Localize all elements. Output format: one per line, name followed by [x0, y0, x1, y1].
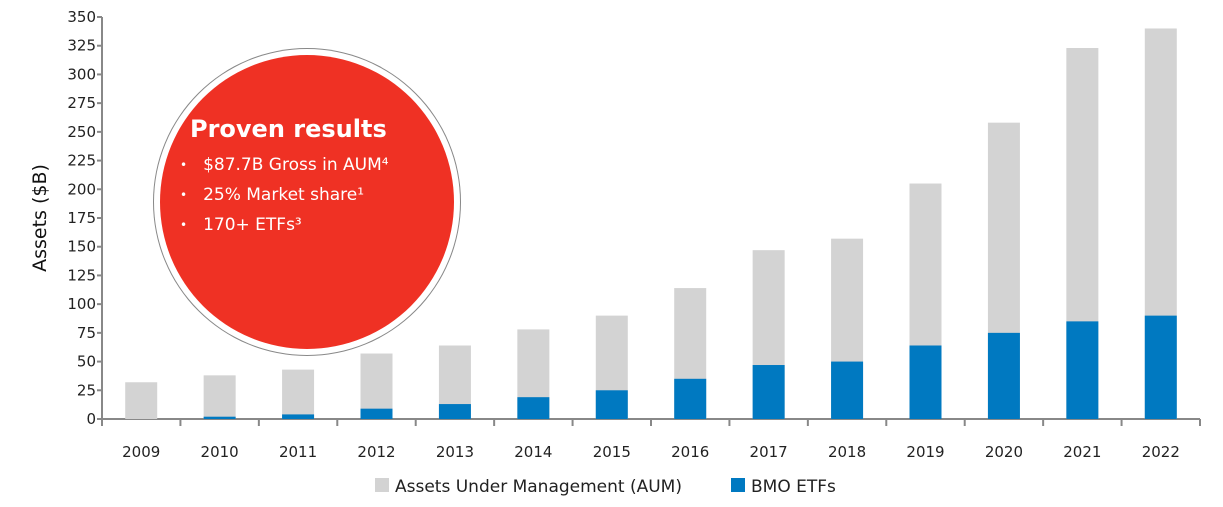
bar-aum [282, 369, 315, 419]
x-tick-label: 2010 [201, 443, 239, 461]
y-axis-label: Assets ($B) [29, 164, 51, 272]
x-tick-label: 2015 [593, 443, 631, 461]
y-tick-label: 200 [67, 180, 96, 198]
x-tick-label: 2014 [514, 443, 552, 461]
x-tick-label: 2018 [828, 443, 866, 461]
bar-bmo-etfs [438, 404, 471, 419]
bar-bmo-etfs [517, 397, 550, 419]
proven-results-callout: Proven results $87.7B Gross in AUM⁴ 25% … [160, 55, 454, 349]
bar-bmo-etfs [1144, 315, 1177, 419]
y-tick-label: 100 [67, 295, 96, 313]
y-tick-label: 350 [67, 8, 96, 26]
x-tick-label: 2020 [985, 443, 1023, 461]
x-tick-label: 2021 [1063, 443, 1101, 461]
bar-bmo-etfs [360, 408, 393, 419]
y-tick-label: 150 [67, 238, 96, 256]
y-tick-label: 325 [67, 37, 96, 55]
x-tick-label: 2017 [750, 443, 788, 461]
bar-aum [125, 382, 158, 419]
y-tick-label: 225 [67, 152, 96, 170]
callout-item: 25% Market share¹ [180, 185, 389, 205]
bar-aum [203, 375, 236, 419]
callout-item: $87.7B Gross in AUM⁴ [180, 155, 389, 175]
x-tick-label: 2009 [122, 443, 160, 461]
y-tick-label: 75 [77, 324, 96, 342]
bar-bmo-etfs [282, 414, 315, 419]
y-tick-label: 50 [77, 353, 96, 371]
bar-bmo-etfs [203, 416, 236, 419]
x-tick-label: 2022 [1142, 443, 1180, 461]
legend-swatch [731, 478, 745, 492]
bar-bmo-etfs [595, 390, 628, 419]
y-tick-label: 175 [67, 209, 96, 227]
legend-swatch [375, 478, 389, 492]
bar-bmo-etfs [831, 361, 864, 419]
callout-item: 170+ ETFs³ [180, 215, 389, 235]
bar-bmo-etfs [987, 332, 1020, 419]
x-tick-label: 2019 [906, 443, 944, 461]
y-tick-label: 25 [77, 381, 96, 399]
bar-bmo-etfs [1066, 321, 1099, 419]
bar-bmo-etfs [909, 345, 942, 419]
bar-aum [360, 353, 393, 419]
y-tick-label: 0 [86, 410, 96, 428]
callout-title: Proven results [190, 115, 387, 143]
y-tick-label: 250 [67, 123, 96, 141]
y-tick-label: 275 [67, 94, 96, 112]
x-tick-label: 2012 [357, 443, 395, 461]
bar-bmo-etfs [674, 378, 707, 419]
legend-label: BMO ETFs [751, 477, 836, 497]
x-tick-label: 2016 [671, 443, 709, 461]
y-tick-label: 125 [67, 266, 96, 284]
legend-label: Assets Under Management (AUM) [395, 477, 682, 497]
bar-bmo-etfs [752, 365, 785, 419]
y-tick-label: 300 [67, 65, 96, 83]
x-tick-label: 2013 [436, 443, 474, 461]
x-tick-label: 2011 [279, 443, 317, 461]
